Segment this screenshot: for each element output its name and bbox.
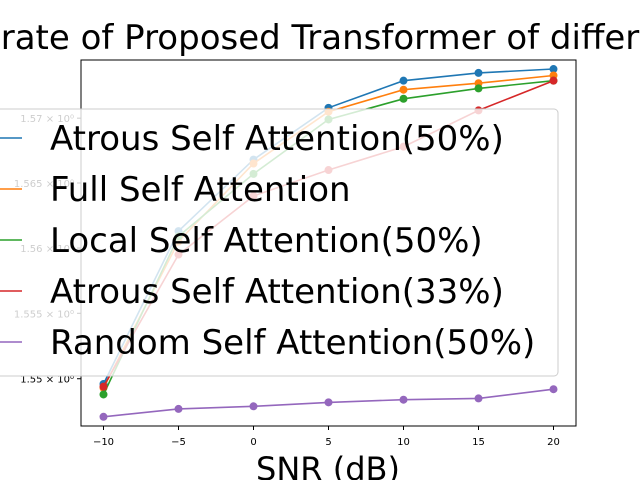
data-point bbox=[399, 76, 408, 85]
y-tick-label: 1.55 × 10⁰ bbox=[20, 375, 74, 386]
data-point bbox=[474, 68, 483, 77]
data-point bbox=[474, 394, 483, 403]
data-point bbox=[99, 382, 108, 391]
x-tick-label: 0 bbox=[250, 437, 256, 448]
legend-item: Full Self Attention bbox=[0, 170, 351, 210]
legend-item: Random Self Attention(50%) bbox=[0, 323, 535, 363]
legend-item: Atrous Self Attention(50%) bbox=[0, 119, 504, 159]
data-point bbox=[399, 85, 408, 94]
legend-box bbox=[0, 108, 559, 377]
data-point bbox=[549, 76, 558, 85]
x-tick-label: 5 bbox=[325, 437, 331, 448]
data-point bbox=[474, 84, 483, 93]
series-5 bbox=[99, 385, 558, 421]
legend-item: Atrous Self Attention(33%) bbox=[0, 272, 504, 312]
legend-label: Atrous Self Attention(50%) bbox=[50, 119, 504, 159]
legend-label: Full Self Attention bbox=[50, 170, 351, 210]
data-point bbox=[249, 402, 258, 411]
data-point bbox=[549, 65, 558, 74]
data-point bbox=[549, 385, 558, 394]
legend-item: Local Self Attention(50%) bbox=[0, 221, 483, 261]
data-point bbox=[99, 412, 108, 421]
x-tick-label: 20 bbox=[547, 437, 560, 448]
x-tick-label: −5 bbox=[171, 437, 186, 448]
x-tick-label: 15 bbox=[472, 437, 485, 448]
data-point bbox=[99, 390, 108, 399]
data-point bbox=[324, 398, 333, 407]
chart-title: rate of Proposed Transformer of differ bbox=[1, 18, 640, 58]
legend-label: Atrous Self Attention(33%) bbox=[50, 272, 504, 312]
x-tick-label: −10 bbox=[93, 437, 114, 448]
data-point bbox=[399, 94, 408, 103]
data-point bbox=[399, 395, 408, 404]
legend-label: Random Self Attention(50%) bbox=[50, 323, 535, 363]
legend-label: Local Self Attention(50%) bbox=[50, 221, 483, 261]
x-tick-label: 10 bbox=[397, 437, 410, 448]
data-point bbox=[174, 404, 183, 413]
x-axis-label: SNR (dB) bbox=[256, 450, 400, 480]
